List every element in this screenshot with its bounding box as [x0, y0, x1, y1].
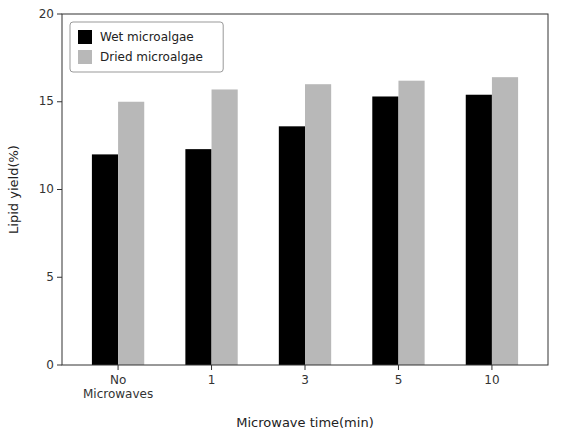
x-tick [491, 365, 492, 370]
y-tick [57, 365, 62, 366]
y-tick-label: 5 [46, 270, 54, 284]
x-tick [211, 365, 212, 370]
bar [398, 81, 424, 365]
x-axis-label: Microwave time(min) [236, 415, 373, 430]
legend-swatch [78, 30, 92, 44]
y-tick [57, 101, 62, 102]
x-tick-label-line: 1 [208, 373, 216, 387]
x-tick [305, 365, 306, 370]
x-tick-label-line: 5 [395, 373, 403, 387]
bar [212, 89, 238, 365]
y-tick [57, 189, 62, 190]
x-tick-label: NoMicrowaves [83, 373, 153, 401]
x-tick [118, 365, 119, 370]
x-tick-label: 5 [395, 373, 403, 387]
y-tick [57, 14, 62, 15]
chart-container: 0 5 10 15 20 NoMicrowaves 1 3 5 10 Microwave time(… [0, 0, 562, 437]
x-tick-label-line: Microwaves [83, 387, 153, 401]
y-tick [57, 277, 62, 278]
x-tick-label-line: 3 [301, 373, 309, 387]
legend: Wet microalgae Dried microalgae [70, 22, 223, 72]
y-tick-label: 15 [39, 94, 54, 108]
bar [92, 154, 118, 365]
plot-frame [62, 14, 548, 365]
x-tick-label: 1 [208, 373, 216, 387]
bar [305, 84, 331, 365]
x-tick-label-line: No [110, 373, 126, 387]
legend-swatch [78, 50, 92, 64]
y-axis-label: Lipid yield(%) [6, 145, 21, 234]
x-tick-label: 10 [484, 373, 499, 387]
x-tick [398, 365, 399, 370]
bar [185, 149, 211, 365]
y-tick-label: 0 [46, 358, 54, 372]
legend-box [70, 22, 223, 72]
bar [118, 102, 144, 365]
y-tick-label: 20 [39, 7, 54, 21]
legend-label: Wet microalgae [100, 30, 194, 44]
x-tick-label: 3 [301, 373, 309, 387]
x-tick-label-line: 10 [484, 373, 499, 387]
y-tick-label: 10 [39, 182, 54, 196]
chart-svg: 0 5 10 15 20 NoMicrowaves 1 3 5 10 Microwave time(… [0, 0, 562, 437]
legend-label: Dried microalgae [100, 50, 203, 64]
bar [372, 96, 398, 365]
bar [466, 95, 492, 365]
bars [92, 77, 518, 365]
bar [492, 77, 518, 365]
bar [279, 126, 305, 365]
